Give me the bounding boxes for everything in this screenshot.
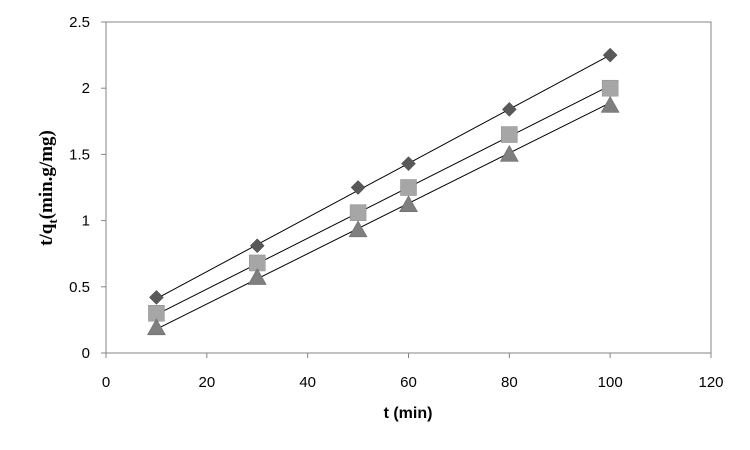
series-3-point bbox=[600, 95, 620, 113]
series-2-point bbox=[501, 126, 518, 143]
x-tick-label: 120 bbox=[698, 374, 723, 391]
series-3-point bbox=[399, 195, 418, 212]
x-tick-label: 100 bbox=[598, 374, 623, 391]
series-1-trendline bbox=[156, 54, 611, 300]
x-tick-label: 60 bbox=[400, 374, 417, 391]
series-3-point bbox=[146, 318, 166, 336]
series-3-point bbox=[348, 220, 368, 238]
x-tick-label: 40 bbox=[299, 374, 316, 391]
series-1-point bbox=[602, 47, 618, 63]
series-2-point bbox=[400, 179, 417, 196]
x-tick-label: 80 bbox=[501, 374, 518, 391]
x-axis-title: t (min) bbox=[384, 405, 433, 422]
series-3-point bbox=[499, 144, 519, 162]
series-1-point bbox=[249, 238, 265, 254]
y-axis-title-main: t/q bbox=[36, 223, 57, 246]
series-3-trendline bbox=[156, 102, 611, 330]
axes: 0 20 40 60 80 100 120 0 0.5 1 1.5 2 2.5 bbox=[69, 14, 723, 391]
x-tick-label: 20 bbox=[198, 374, 215, 391]
y-tick-label: 2 bbox=[82, 80, 90, 97]
series-2-point bbox=[349, 204, 367, 221]
x-tick-label: 0 bbox=[102, 374, 110, 391]
y-axis-title-subscript: t bbox=[45, 219, 60, 224]
y-axis-title-units: (min.g/mg) bbox=[36, 130, 57, 219]
y-axis-title: t/qt(min.g/mg) bbox=[36, 130, 60, 246]
trendlines bbox=[156, 54, 611, 330]
y-tick-label: 2.5 bbox=[69, 14, 90, 31]
markers bbox=[146, 47, 620, 336]
series-1-point bbox=[401, 156, 416, 172]
series-1-point bbox=[501, 102, 517, 117]
y-tick-label: 0 bbox=[82, 345, 90, 362]
y-tick-label: 1.5 bbox=[69, 146, 90, 163]
series-2-point bbox=[601, 79, 619, 97]
series-2-trendline bbox=[156, 85, 611, 316]
y-tick-label: 1 bbox=[82, 213, 90, 230]
series-1-point bbox=[149, 290, 164, 305]
series-1-point bbox=[350, 180, 366, 195]
y-tick-label: 0.5 bbox=[69, 279, 90, 296]
series-3-point bbox=[247, 268, 267, 285]
